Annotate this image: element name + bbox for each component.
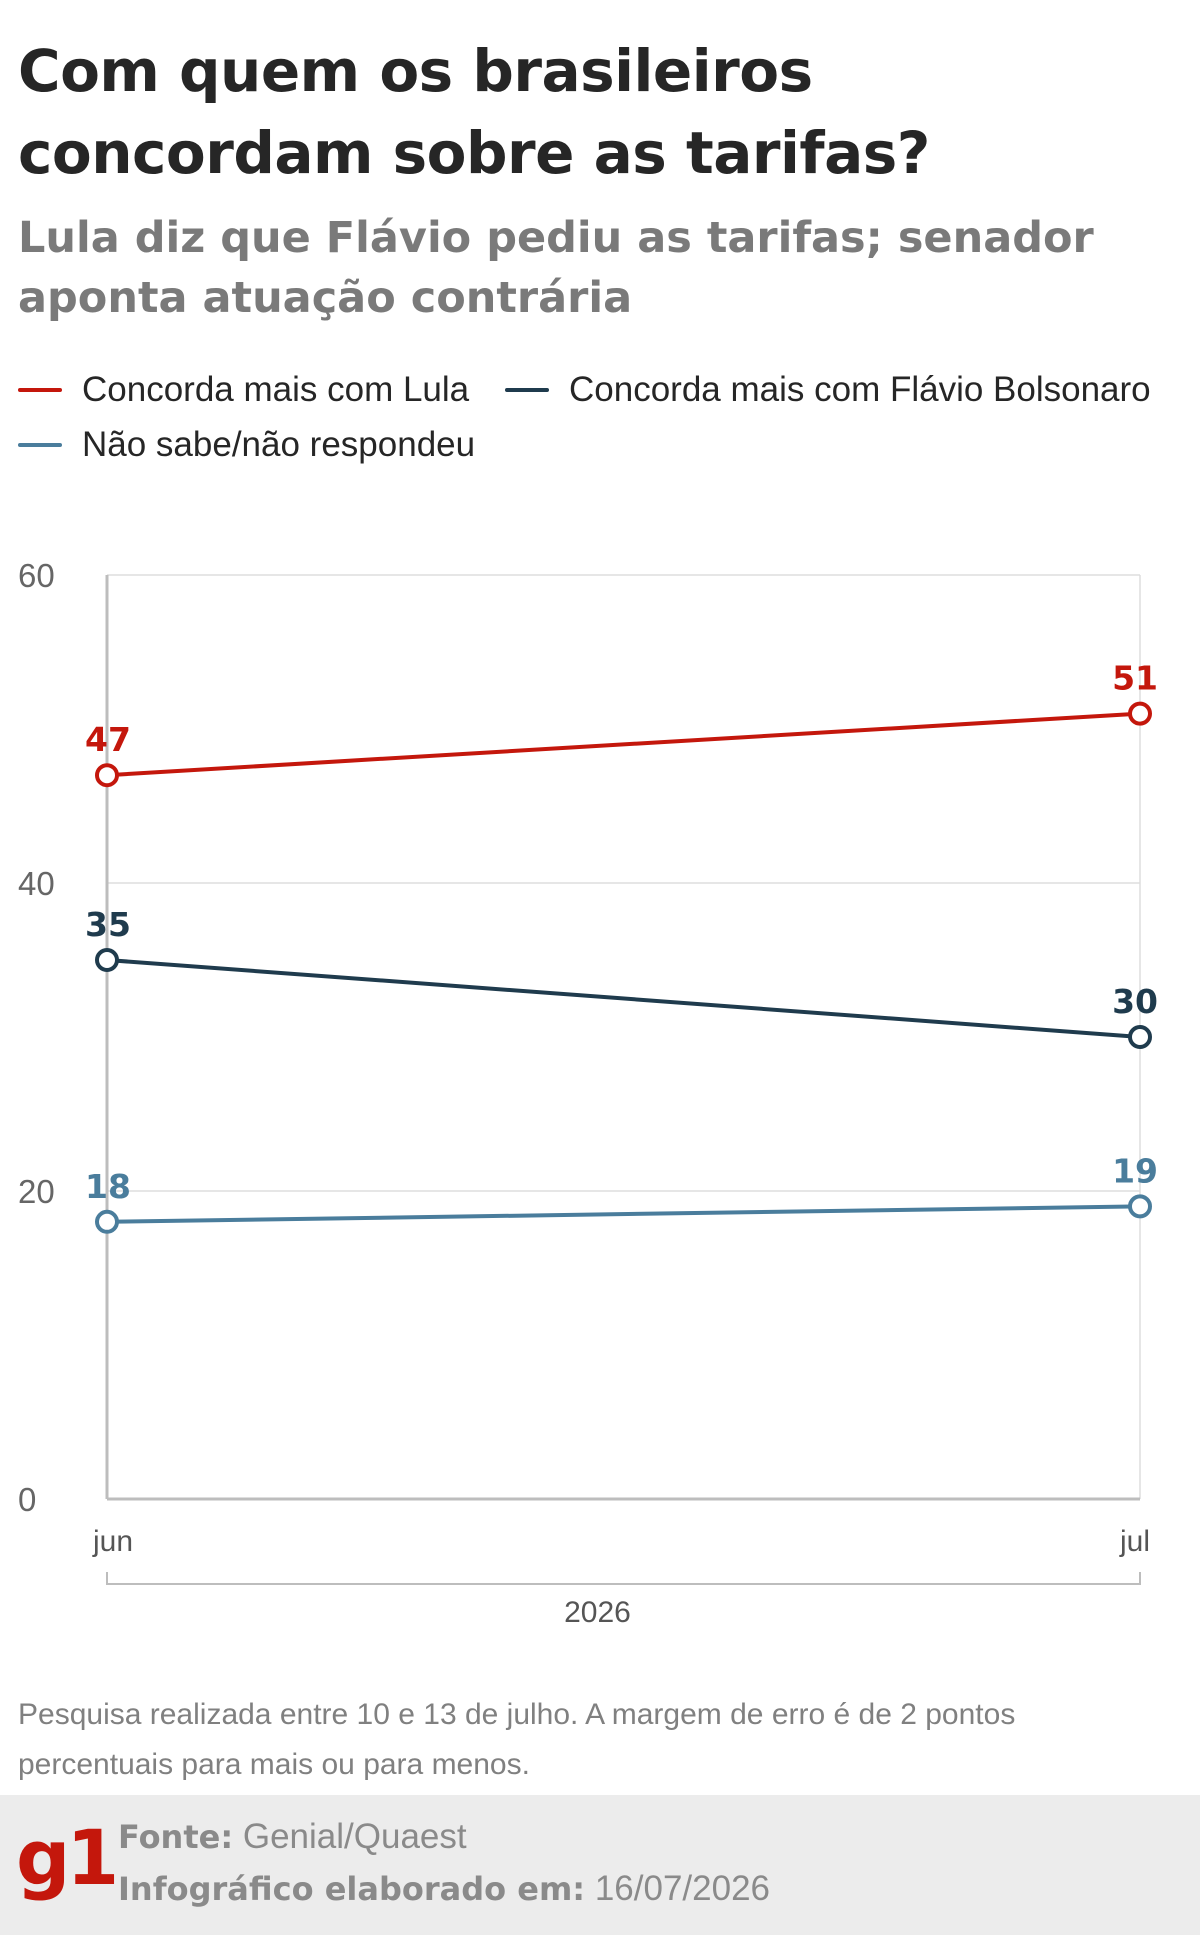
data-label-1-1: 30 [1112, 982, 1158, 1021]
g1-logo: g1 [16, 1813, 119, 1902]
legend-item-lula: Concorda mais com Lula [18, 368, 469, 412]
legend-item-flavio: Concorda mais com Flávio Bolsonaro [505, 368, 1151, 412]
source-label: Fonte: [118, 1818, 234, 1856]
data-point-0-1 [1128, 701, 1152, 726]
made-label: Infográfico elaborado em: [118, 1870, 586, 1908]
year-bracket [106, 1572, 1141, 1585]
data-point-1-0 [95, 948, 119, 972]
legend-label-flavio: Concorda mais com Flávio Bolsonaro [569, 370, 1151, 409]
year-label: 2026 [564, 1596, 631, 1629]
y-tick-label-0: 0 [18, 1481, 36, 1518]
legend-label-nao-sabe: Não sabe/não respondeu [82, 425, 476, 464]
y-tick-label-20: 20 [18, 1173, 55, 1210]
x-tick-label-jun: jun [92, 1525, 133, 1558]
y-tick-label-40: 40 [18, 865, 55, 902]
series-line-0 [106, 711, 1141, 778]
data-label-0-1: 51 [1112, 659, 1158, 698]
made-value: 16/07/2026 [594, 1869, 770, 1908]
data-point-2-1 [1128, 1194, 1152, 1219]
source-value: Genial/Quaest [242, 1817, 467, 1856]
legend-swatch-flavio [505, 388, 549, 392]
data-label-0-0: 47 [85, 720, 131, 759]
data-label-2-1: 19 [1112, 1151, 1158, 1190]
legend-label-lula: Concorda mais com Lula [82, 370, 470, 409]
data-point-0-0 [95, 763, 119, 788]
source-line: Fonte: Genial/Quaest [118, 1817, 467, 1857]
chart-title: Com quem os brasileiros concordam sobre … [18, 37, 930, 187]
x-tick-label-jul: jul [1119, 1525, 1150, 1558]
series-line-2 [106, 1204, 1141, 1224]
legend-item-nao-sabe: Não sabe/não respondeu [18, 423, 475, 467]
line-chart: 0 20 40 60 jun jul 2026 47 51 35 30 18 19 [18, 557, 1158, 1629]
data-label-2-0: 18 [85, 1167, 131, 1206]
footer: g1 Fonte: Genial/Quaest Infográfico elab… [0, 1795, 1200, 1935]
methodology-note: Pesquisa realizada entre 10 e 13 de julh… [18, 1698, 1016, 1781]
y-tick-label-60: 60 [18, 557, 55, 594]
data-label-1-0: 35 [85, 905, 131, 944]
made-line: Infográfico elaborado em: 16/07/2026 [118, 1869, 770, 1909]
series-line-1 [106, 958, 1141, 1039]
legend-swatch-lula [18, 388, 62, 392]
chart-subtitle: Lula diz que Flávio pediu as tarifas; se… [18, 213, 1094, 323]
legend-swatch-nao-sabe [18, 443, 62, 447]
data-point-1-1 [1128, 1025, 1152, 1049]
data-point-2-0 [95, 1209, 119, 1234]
